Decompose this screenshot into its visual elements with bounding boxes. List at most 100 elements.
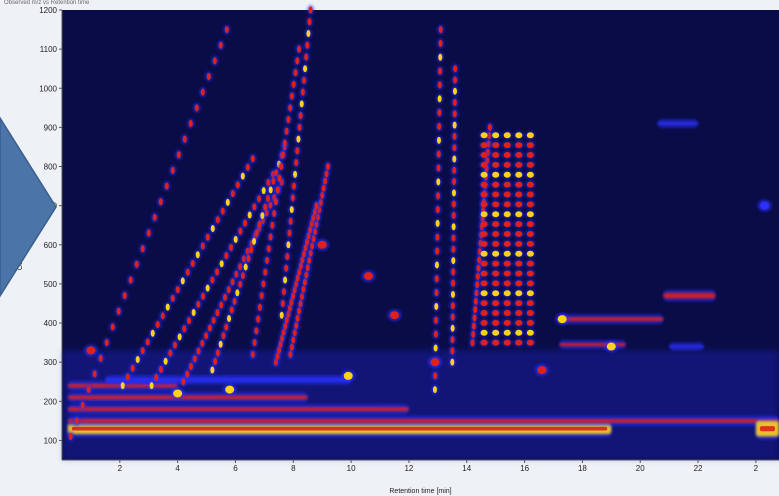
grid-dot: [503, 250, 511, 257]
series-dot: [433, 330, 438, 338]
series-dot: [257, 220, 262, 228]
series-dot: [314, 202, 319, 210]
series-dot: [200, 88, 205, 96]
series-dot: [176, 151, 181, 159]
series-dot: [254, 327, 259, 335]
series-dot: [257, 195, 262, 203]
series-dot: [170, 294, 175, 302]
series-dot: [436, 150, 441, 158]
series-dot: [487, 123, 492, 131]
grid-dot: [515, 230, 523, 237]
series-dot: [473, 297, 478, 305]
series-dot: [240, 172, 245, 180]
series-dot: [292, 329, 297, 337]
series-dot: [192, 355, 197, 363]
series-dot: [450, 358, 455, 366]
series-dot: [452, 166, 457, 174]
series-dot: [259, 292, 264, 300]
series-dot: [281, 151, 286, 159]
series-dot: [158, 365, 163, 373]
series-dot: [221, 332, 226, 340]
series-dot: [476, 264, 481, 272]
series-dot: [135, 355, 140, 363]
grid-dot: [492, 329, 500, 336]
series-dot: [246, 254, 251, 262]
series-dot: [152, 213, 157, 221]
series-dot: [452, 110, 457, 118]
series-dot: [472, 314, 477, 322]
grid-dot: [515, 181, 523, 188]
series-dot: [298, 300, 303, 308]
series-dot: [219, 301, 224, 309]
series-dot: [272, 209, 277, 217]
series-dot: [294, 321, 299, 329]
heatmap-spot: [606, 342, 616, 351]
series-dot: [210, 225, 215, 233]
series-dot: [437, 81, 442, 89]
series-dot: [215, 349, 220, 357]
series-dot: [452, 132, 457, 140]
x-tick-label: 2: [118, 464, 123, 473]
series-dot: [434, 261, 439, 269]
series-dot: [257, 303, 262, 311]
series-dot: [291, 336, 296, 344]
series-dot: [250, 155, 255, 163]
series-dot: [195, 251, 200, 259]
series-dot: [125, 373, 130, 381]
series-dot: [438, 67, 443, 75]
series-dot: [283, 276, 288, 284]
grid-dot: [526, 142, 534, 149]
x-axis: 2 4 6 8 10 12 14 16 18 20 22 2: [62, 459, 779, 473]
series-dot: [170, 166, 175, 174]
grid-dot: [480, 240, 488, 247]
heatmap-streak: [669, 345, 704, 348]
grid-dot: [526, 329, 534, 336]
series-dot: [256, 315, 261, 323]
series-dot: [299, 293, 304, 301]
grid-dot: [492, 270, 500, 277]
series-dot: [433, 344, 438, 352]
series-dot: [80, 401, 85, 409]
grid-dot: [503, 191, 511, 198]
series-dot: [250, 350, 255, 358]
series-dot: [263, 268, 268, 276]
grid-dot: [492, 260, 500, 267]
grid-dot: [503, 309, 511, 316]
grid-dot: [480, 319, 488, 326]
series-dot: [270, 221, 275, 229]
series-dot: [310, 242, 315, 250]
series-dot: [155, 321, 160, 329]
series-dot: [213, 357, 218, 365]
series-dot: [314, 220, 319, 228]
series-dot: [128, 276, 133, 284]
right-arrow-icon: [0, 116, 57, 298]
grid-dot: [515, 171, 523, 178]
series-dot: [289, 92, 294, 100]
x-tick-label: 12: [404, 464, 413, 473]
grid-dot: [515, 260, 523, 267]
series-dot: [451, 223, 456, 231]
series-dot: [196, 300, 201, 308]
grid-dot: [526, 161, 534, 168]
series-dot: [149, 382, 154, 390]
series-dot: [437, 109, 442, 117]
series-dot: [265, 256, 270, 264]
series-dot: [434, 289, 439, 297]
grid-dot: [492, 181, 500, 188]
grid-dot: [526, 221, 534, 228]
series-dot: [212, 57, 217, 65]
series-dot: [277, 174, 282, 182]
series-dot: [435, 206, 440, 214]
grid-dot: [503, 300, 511, 307]
grid-dot: [515, 270, 523, 277]
heatmap-streak: [559, 317, 664, 322]
series-dot: [288, 217, 293, 225]
series-dot: [436, 192, 441, 200]
series-dot: [275, 186, 280, 194]
series-dot: [304, 271, 309, 279]
series-dot: [218, 340, 223, 348]
grid-dot: [492, 151, 500, 158]
series-dot: [249, 246, 254, 254]
series-dot: [435, 219, 440, 227]
series-dot: [288, 104, 293, 112]
